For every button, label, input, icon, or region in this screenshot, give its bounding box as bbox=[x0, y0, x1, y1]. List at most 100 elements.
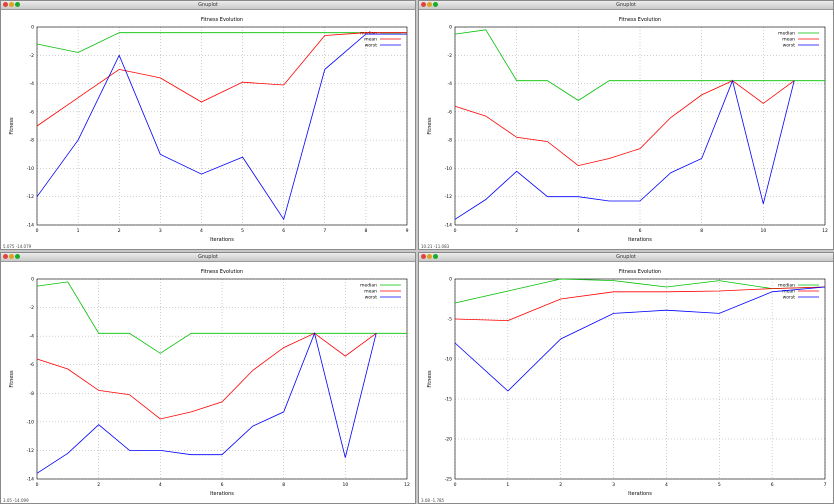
y-tick-label: -5 bbox=[448, 317, 453, 323]
y-tick-label: -8 bbox=[30, 138, 35, 144]
x-tick-label: 4 bbox=[577, 228, 580, 234]
window-titlebar[interactable]: Gnuplot bbox=[1, 1, 415, 10]
status-readout: 10.21 -11.083 bbox=[421, 244, 450, 249]
gnuplot-window-1: Gnuplot Fitness Evolution 0 1 2 3 4 5 6 7 8 9 0 -2 -4… bbox=[0, 0, 416, 250]
status-readout: 3.08 -1.785 bbox=[421, 498, 445, 503]
window-titlebar[interactable]: Gnuplot bbox=[1, 253, 415, 262]
x-tick-label: 4 bbox=[665, 482, 668, 488]
x-axis-label: Iterations bbox=[210, 237, 234, 243]
series-line-worst bbox=[454, 286, 826, 392]
x-tick-label: 6 bbox=[771, 482, 774, 488]
y-tick-label: -6 bbox=[30, 109, 35, 115]
x-tick-label: 2 bbox=[515, 228, 518, 234]
y-tick-label: -12 bbox=[27, 448, 34, 454]
zoom-button[interactable] bbox=[433, 254, 438, 259]
y-tick-label: -10 bbox=[445, 357, 452, 363]
y-tick-label: -25 bbox=[445, 477, 452, 483]
gnuplot-window-3: Gnuplot Fitness Evolution 0 2 4 6 8 10 12 0 -2 -4 -… bbox=[0, 252, 416, 504]
close-button[interactable] bbox=[3, 2, 8, 7]
zoom-button[interactable] bbox=[433, 2, 438, 7]
legend-label-mean: mean bbox=[782, 290, 795, 295]
x-tick-label: 7 bbox=[323, 228, 326, 234]
gnuplot-window-4: Gnuplot Fitness Evolution 0 1 2 3 4 5 6 7 0 -5 -10 -… bbox=[418, 252, 834, 504]
x-tick-label: 10 bbox=[760, 228, 766, 234]
window-titlebar[interactable]: Gnuplot bbox=[419, 1, 833, 10]
x-tick-label: 10 bbox=[342, 482, 348, 488]
status-readout: 3.05 -14.099 bbox=[3, 498, 29, 503]
close-button[interactable] bbox=[421, 254, 426, 259]
x-tick-label: 5 bbox=[718, 482, 721, 488]
legend-label-worst: worst bbox=[783, 43, 796, 49]
series-line-median bbox=[454, 29, 825, 101]
y-tick-label: -4 bbox=[30, 81, 35, 87]
x-tick-label: 8 bbox=[700, 228, 703, 234]
x-tick-label: 1 bbox=[506, 482, 509, 488]
minimize-button[interactable] bbox=[9, 2, 14, 7]
x-tick-label: 12 bbox=[404, 482, 410, 488]
series-line-mean bbox=[454, 286, 826, 322]
chart-title: Fitness Evolution bbox=[201, 269, 243, 275]
y-tick-label: -12 bbox=[27, 194, 34, 200]
y-tick-label: -20 bbox=[445, 437, 452, 443]
y-tick-label: -4 bbox=[30, 334, 35, 340]
series-line-mean bbox=[36, 32, 407, 127]
plot-frame bbox=[36, 26, 408, 226]
y-tick-label: -15 bbox=[445, 397, 452, 403]
chart-title: Fitness Evolution bbox=[619, 17, 661, 23]
series-line-median bbox=[36, 281, 407, 354]
fitness-chart-1: Fitness Evolution 0 1 2 3 4 5 6 7 8 9 0 -2 -4 -6 -8 -10 -… bbox=[9, 17, 409, 243]
y-tick-label: -2 bbox=[30, 53, 35, 59]
x-tick-label: 2 bbox=[559, 482, 562, 488]
legend-label-worst: worst bbox=[365, 295, 378, 301]
close-button[interactable] bbox=[421, 2, 426, 7]
y-axis-label: Fitness bbox=[9, 117, 15, 135]
fitness-chart-2: Fitness Evolution 0 2 4 6 8 10 12 0 -2 -4 -6 -8 -10 -1… bbox=[427, 17, 828, 243]
y-tick-label: -12 bbox=[445, 194, 452, 200]
x-tick-label: 0 bbox=[454, 228, 457, 234]
y-tick-label: -14 bbox=[27, 223, 34, 229]
x-tick-label: 9 bbox=[406, 228, 409, 234]
plot-frame bbox=[454, 26, 826, 226]
minimize-button[interactable] bbox=[9, 254, 14, 259]
y-axis-label: Fitness bbox=[427, 370, 433, 388]
series-line-worst bbox=[36, 33, 407, 221]
series-line-mean bbox=[36, 332, 377, 420]
x-tick-label: 7 bbox=[824, 482, 827, 488]
x-tick-label: 6 bbox=[221, 482, 224, 488]
status-readout: 5.075 -14.079 bbox=[3, 244, 32, 249]
window-title: Gnuplot bbox=[198, 2, 218, 8]
fitness-chart-4: Fitness Evolution 0 1 2 3 4 5 6 7 0 -5 -10 -15 -20 -25… bbox=[427, 269, 827, 497]
y-tick-label: 0 bbox=[31, 25, 34, 31]
x-tick-label: 5 bbox=[241, 228, 244, 234]
legend-label-worst: worst bbox=[783, 295, 796, 301]
zoom-button[interactable] bbox=[15, 2, 20, 7]
window-title: Gnuplot bbox=[616, 2, 636, 8]
minimize-button[interactable] bbox=[427, 254, 432, 259]
legend-label-median: median bbox=[360, 283, 377, 289]
series-line-worst bbox=[36, 331, 377, 474]
x-axis-label: Iterations bbox=[628, 237, 652, 243]
series-line-worst bbox=[454, 79, 795, 220]
window-title: Gnuplot bbox=[198, 254, 218, 260]
x-tick-label: 8 bbox=[364, 228, 367, 234]
gnuplot-window-2: Gnuplot Fitness Evolution 0 2 4 6 8 10 12 0 -2 -4 -… bbox=[418, 0, 834, 250]
x-tick-label: 8 bbox=[282, 482, 285, 488]
zoom-button[interactable] bbox=[15, 254, 20, 259]
y-tick-label: 0 bbox=[31, 277, 34, 283]
y-tick-label: -10 bbox=[27, 419, 34, 425]
window-title: Gnuplot bbox=[616, 254, 636, 260]
y-tick-label: -6 bbox=[30, 362, 35, 368]
y-tick-label: -10 bbox=[27, 166, 34, 172]
y-tick-label: 0 bbox=[449, 25, 452, 31]
x-tick-label: 1 bbox=[77, 228, 80, 234]
close-button[interactable] bbox=[3, 254, 8, 259]
x-axis-label: Iterations bbox=[210, 491, 234, 497]
y-tick-label: -8 bbox=[30, 391, 35, 397]
legend-label-worst: worst bbox=[365, 43, 378, 49]
series-line-median bbox=[454, 278, 826, 304]
minimize-button[interactable] bbox=[427, 2, 432, 7]
plot-frame bbox=[36, 278, 408, 480]
x-tick-label: 4 bbox=[200, 228, 203, 234]
window-titlebar[interactable]: Gnuplot bbox=[419, 253, 833, 262]
x-tick-label: 3 bbox=[159, 228, 162, 234]
